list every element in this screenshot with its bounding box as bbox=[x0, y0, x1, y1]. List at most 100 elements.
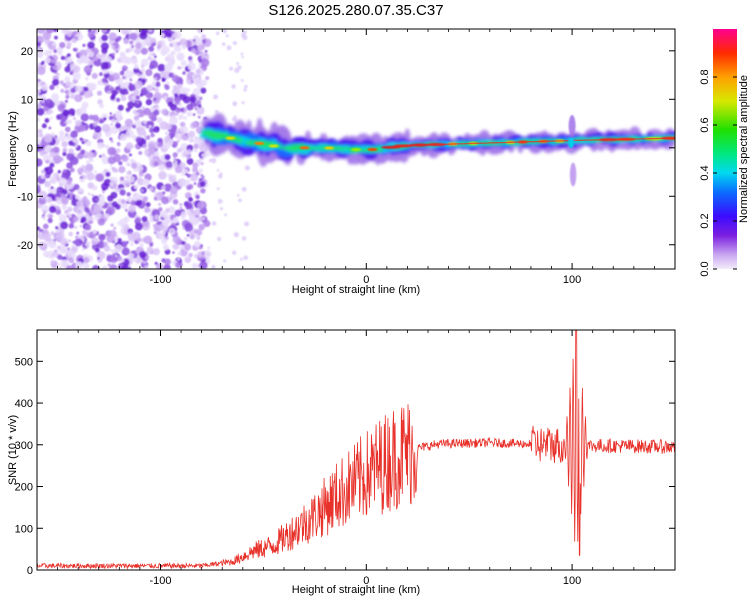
noise-blob bbox=[244, 221, 250, 227]
noise-blob bbox=[232, 101, 238, 107]
noise-blob bbox=[239, 257, 243, 261]
noise-blob bbox=[181, 133, 189, 141]
noise-blob bbox=[84, 224, 92, 231]
noise-blob bbox=[153, 197, 158, 201]
noise-blob bbox=[82, 43, 86, 48]
noise-blob bbox=[236, 62, 240, 66]
noise-blob bbox=[74, 238, 83, 247]
ridge-blob bbox=[313, 146, 323, 150]
noise-blob bbox=[98, 194, 105, 201]
noise-blob bbox=[75, 261, 84, 269]
noise-blob bbox=[44, 180, 51, 188]
noise-blob bbox=[49, 254, 53, 258]
ridge-core bbox=[324, 146, 335, 150]
noise-blob bbox=[131, 124, 137, 129]
snr-y-tick-label: 300 bbox=[15, 440, 33, 452]
noise-blob bbox=[109, 164, 113, 167]
noise-blob bbox=[172, 198, 179, 205]
noise-blob bbox=[193, 38, 196, 42]
noise-blob bbox=[37, 35, 44, 43]
noise-blob bbox=[180, 211, 187, 218]
noise-blob bbox=[44, 145, 52, 154]
noise-blob bbox=[231, 116, 238, 122]
noise-blob bbox=[59, 41, 66, 49]
snr-x-tick-label: -100 bbox=[149, 575, 171, 587]
noise-blob bbox=[56, 46, 63, 54]
noise-blob bbox=[133, 184, 139, 190]
noise-blob bbox=[42, 216, 46, 221]
noise-blob bbox=[184, 256, 192, 264]
noise-blob bbox=[172, 152, 178, 158]
noise-blob bbox=[115, 49, 119, 53]
noise-blob bbox=[37, 51, 44, 58]
noise-blob bbox=[101, 265, 109, 269]
noise-blob bbox=[200, 174, 204, 177]
noise-blob bbox=[117, 142, 121, 147]
noise-blob bbox=[107, 90, 111, 95]
noise-blob bbox=[169, 197, 173, 200]
noise-blob bbox=[80, 113, 89, 122]
noise-blob bbox=[66, 180, 72, 185]
noise-blob bbox=[182, 46, 186, 50]
noise-blob bbox=[164, 154, 171, 161]
noise-blob bbox=[67, 119, 72, 125]
noise-blob bbox=[56, 72, 60, 77]
noise-blob bbox=[71, 37, 77, 44]
noise-blob bbox=[132, 194, 139, 202]
noise-blob bbox=[67, 247, 70, 251]
noise-blob bbox=[127, 233, 137, 242]
noise-blob bbox=[177, 258, 180, 261]
noise-blob bbox=[49, 50, 53, 54]
noise-blob bbox=[78, 171, 82, 176]
noise-blob bbox=[101, 153, 106, 158]
noise-blob bbox=[109, 264, 118, 269]
noise-blob bbox=[108, 115, 114, 121]
noise-blob bbox=[92, 265, 100, 269]
spectrogram-frame bbox=[36, 28, 676, 270]
noise-blob bbox=[156, 44, 162, 49]
noise-blob bbox=[225, 34, 229, 38]
noise-blob bbox=[59, 266, 62, 269]
noise-blob bbox=[121, 65, 128, 72]
spectrogram-y-axis-label: Frequency (Hz) bbox=[7, 111, 19, 187]
noise-blob bbox=[83, 86, 89, 92]
noise-blob bbox=[165, 160, 173, 169]
noise-blob bbox=[124, 208, 128, 212]
noise-blob bbox=[111, 45, 116, 49]
noise-blob bbox=[167, 206, 176, 214]
noise-blob bbox=[176, 135, 183, 142]
noise-blob bbox=[196, 106, 205, 115]
noise-blob bbox=[37, 107, 45, 116]
noise-blob bbox=[142, 120, 147, 125]
noise-blob bbox=[169, 116, 178, 126]
noise-blob bbox=[116, 256, 122, 262]
noise-blob bbox=[219, 172, 223, 176]
noise-blob bbox=[205, 76, 210, 81]
noise-blob bbox=[180, 143, 189, 152]
noise-blob bbox=[42, 31, 52, 40]
noise-blob bbox=[79, 224, 83, 228]
noise-blob bbox=[124, 90, 129, 95]
snr-y-axis-label: SNR (10 * v/v) bbox=[7, 415, 19, 485]
noise-blob bbox=[179, 114, 184, 118]
noise-blob bbox=[79, 91, 85, 96]
noise-blob bbox=[188, 252, 193, 258]
noise-blob bbox=[95, 248, 100, 253]
noise-blob bbox=[134, 119, 141, 127]
noise-blob bbox=[43, 105, 50, 112]
noise-blob bbox=[47, 217, 53, 224]
noise-blob bbox=[153, 97, 157, 102]
noise-blob bbox=[106, 206, 116, 216]
noise-blob bbox=[190, 47, 197, 54]
noise-blob bbox=[136, 65, 139, 69]
noise-blob bbox=[131, 145, 134, 148]
noise-blob bbox=[134, 80, 143, 90]
noise-blob bbox=[237, 65, 242, 70]
noise-blob bbox=[149, 213, 152, 217]
noise-blob bbox=[157, 142, 163, 147]
noise-blob bbox=[123, 38, 130, 45]
noise-blob bbox=[40, 174, 46, 179]
noise-blob bbox=[135, 95, 140, 100]
noise-blob bbox=[99, 154, 102, 158]
